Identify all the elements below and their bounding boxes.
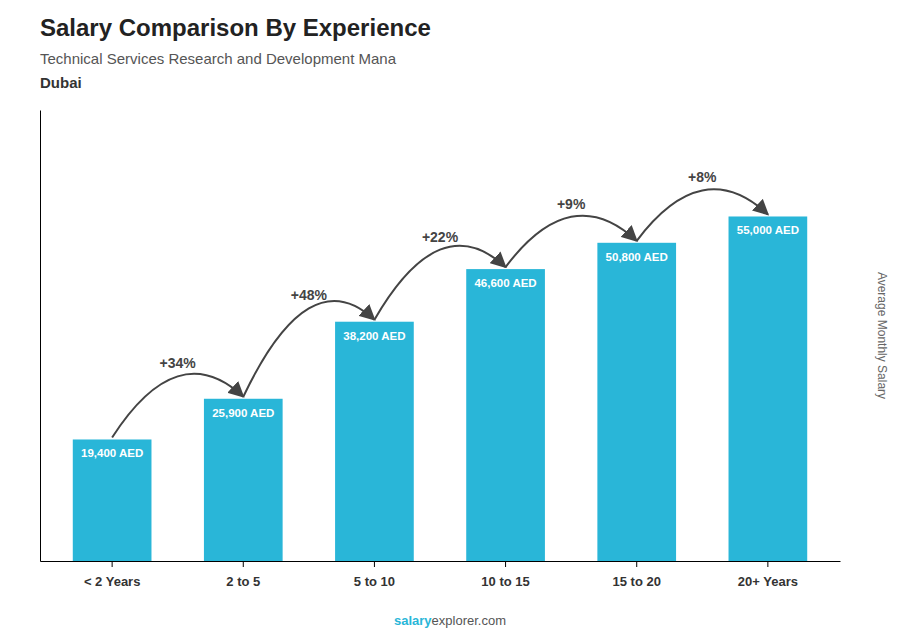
change-arrow: [374, 246, 505, 320]
y-axis-line: [40, 111, 41, 562]
data-label: 46,600 AED: [474, 277, 536, 289]
change-label: +9%: [557, 196, 586, 212]
x-tick-label: 15 to 20: [613, 574, 661, 589]
subtitle: Technical Services Research and Developm…: [40, 50, 397, 67]
watermark-text: salary: [394, 613, 432, 628]
change-label: +48%: [291, 287, 328, 303]
plot-area: [73, 216, 807, 561]
watermark-text: explorer.com: [432, 613, 506, 628]
bar: [73, 439, 152, 561]
bar: [204, 399, 283, 561]
x-tick-mark: [767, 561, 768, 567]
change-label: +8%: [688, 169, 717, 185]
bar: [335, 322, 414, 561]
x-tick-mark: [243, 561, 244, 567]
title: Salary Comparison By Experience: [40, 14, 431, 41]
bar: [466, 269, 545, 561]
bar: [729, 216, 808, 561]
x-tick-label: 5 to 10: [354, 574, 395, 589]
x-tick-mark: [374, 561, 375, 567]
x-tick: 15 to 20: [613, 561, 661, 589]
watermark: salaryexplorer.com: [394, 613, 506, 628]
y-axis-label: Average Monthly Salary: [875, 272, 889, 399]
x-tick: 2 to 5: [226, 561, 260, 589]
x-tick: 20+ Years: [738, 561, 798, 589]
change-arrow: [506, 216, 637, 267]
change-label: +34%: [160, 355, 197, 371]
x-tick-label: 20+ Years: [738, 574, 798, 589]
bar: [597, 243, 676, 561]
x-tick-mark: [112, 561, 113, 567]
data-label: 55,000 AED: [737, 224, 799, 236]
change-arrow: [243, 301, 374, 397]
x-tick-mark: [636, 561, 637, 567]
x-axis-line: [41, 561, 841, 562]
x-tick-label: 2 to 5: [226, 574, 260, 589]
data-label: 38,200 AED: [343, 330, 405, 342]
y-axis: [40, 111, 41, 562]
annotations: +34% +48% +22% +9% +8%: [112, 169, 768, 437]
data-label: 50,800 AED: [606, 251, 668, 263]
change-label: +22%: [422, 229, 459, 245]
x-tick: 10 to 15: [481, 561, 529, 589]
change-arrow: [112, 374, 243, 438]
location: Dubai: [40, 74, 82, 91]
data-labels: 19,400 AED 25,900 AED 38,200 AED 46,600 AED…: [81, 224, 799, 459]
x-axis: < 2 Years 2 to 5 5 to 10 10 to 15 15 to 20 20…: [41, 561, 841, 589]
data-label: 25,900 AED: [212, 407, 274, 419]
data-label: 19,400 AED: [81, 447, 143, 459]
x-tick-mark: [505, 561, 506, 567]
chart: Salary Comparison By Experience Technical…: [0, 0, 900, 641]
x-tick: < 2 Years: [84, 561, 141, 589]
change-arrow: [637, 189, 768, 240]
x-tick-label: < 2 Years: [84, 574, 141, 589]
x-tick-label: 10 to 15: [481, 574, 529, 589]
x-tick: 5 to 10: [354, 561, 395, 589]
